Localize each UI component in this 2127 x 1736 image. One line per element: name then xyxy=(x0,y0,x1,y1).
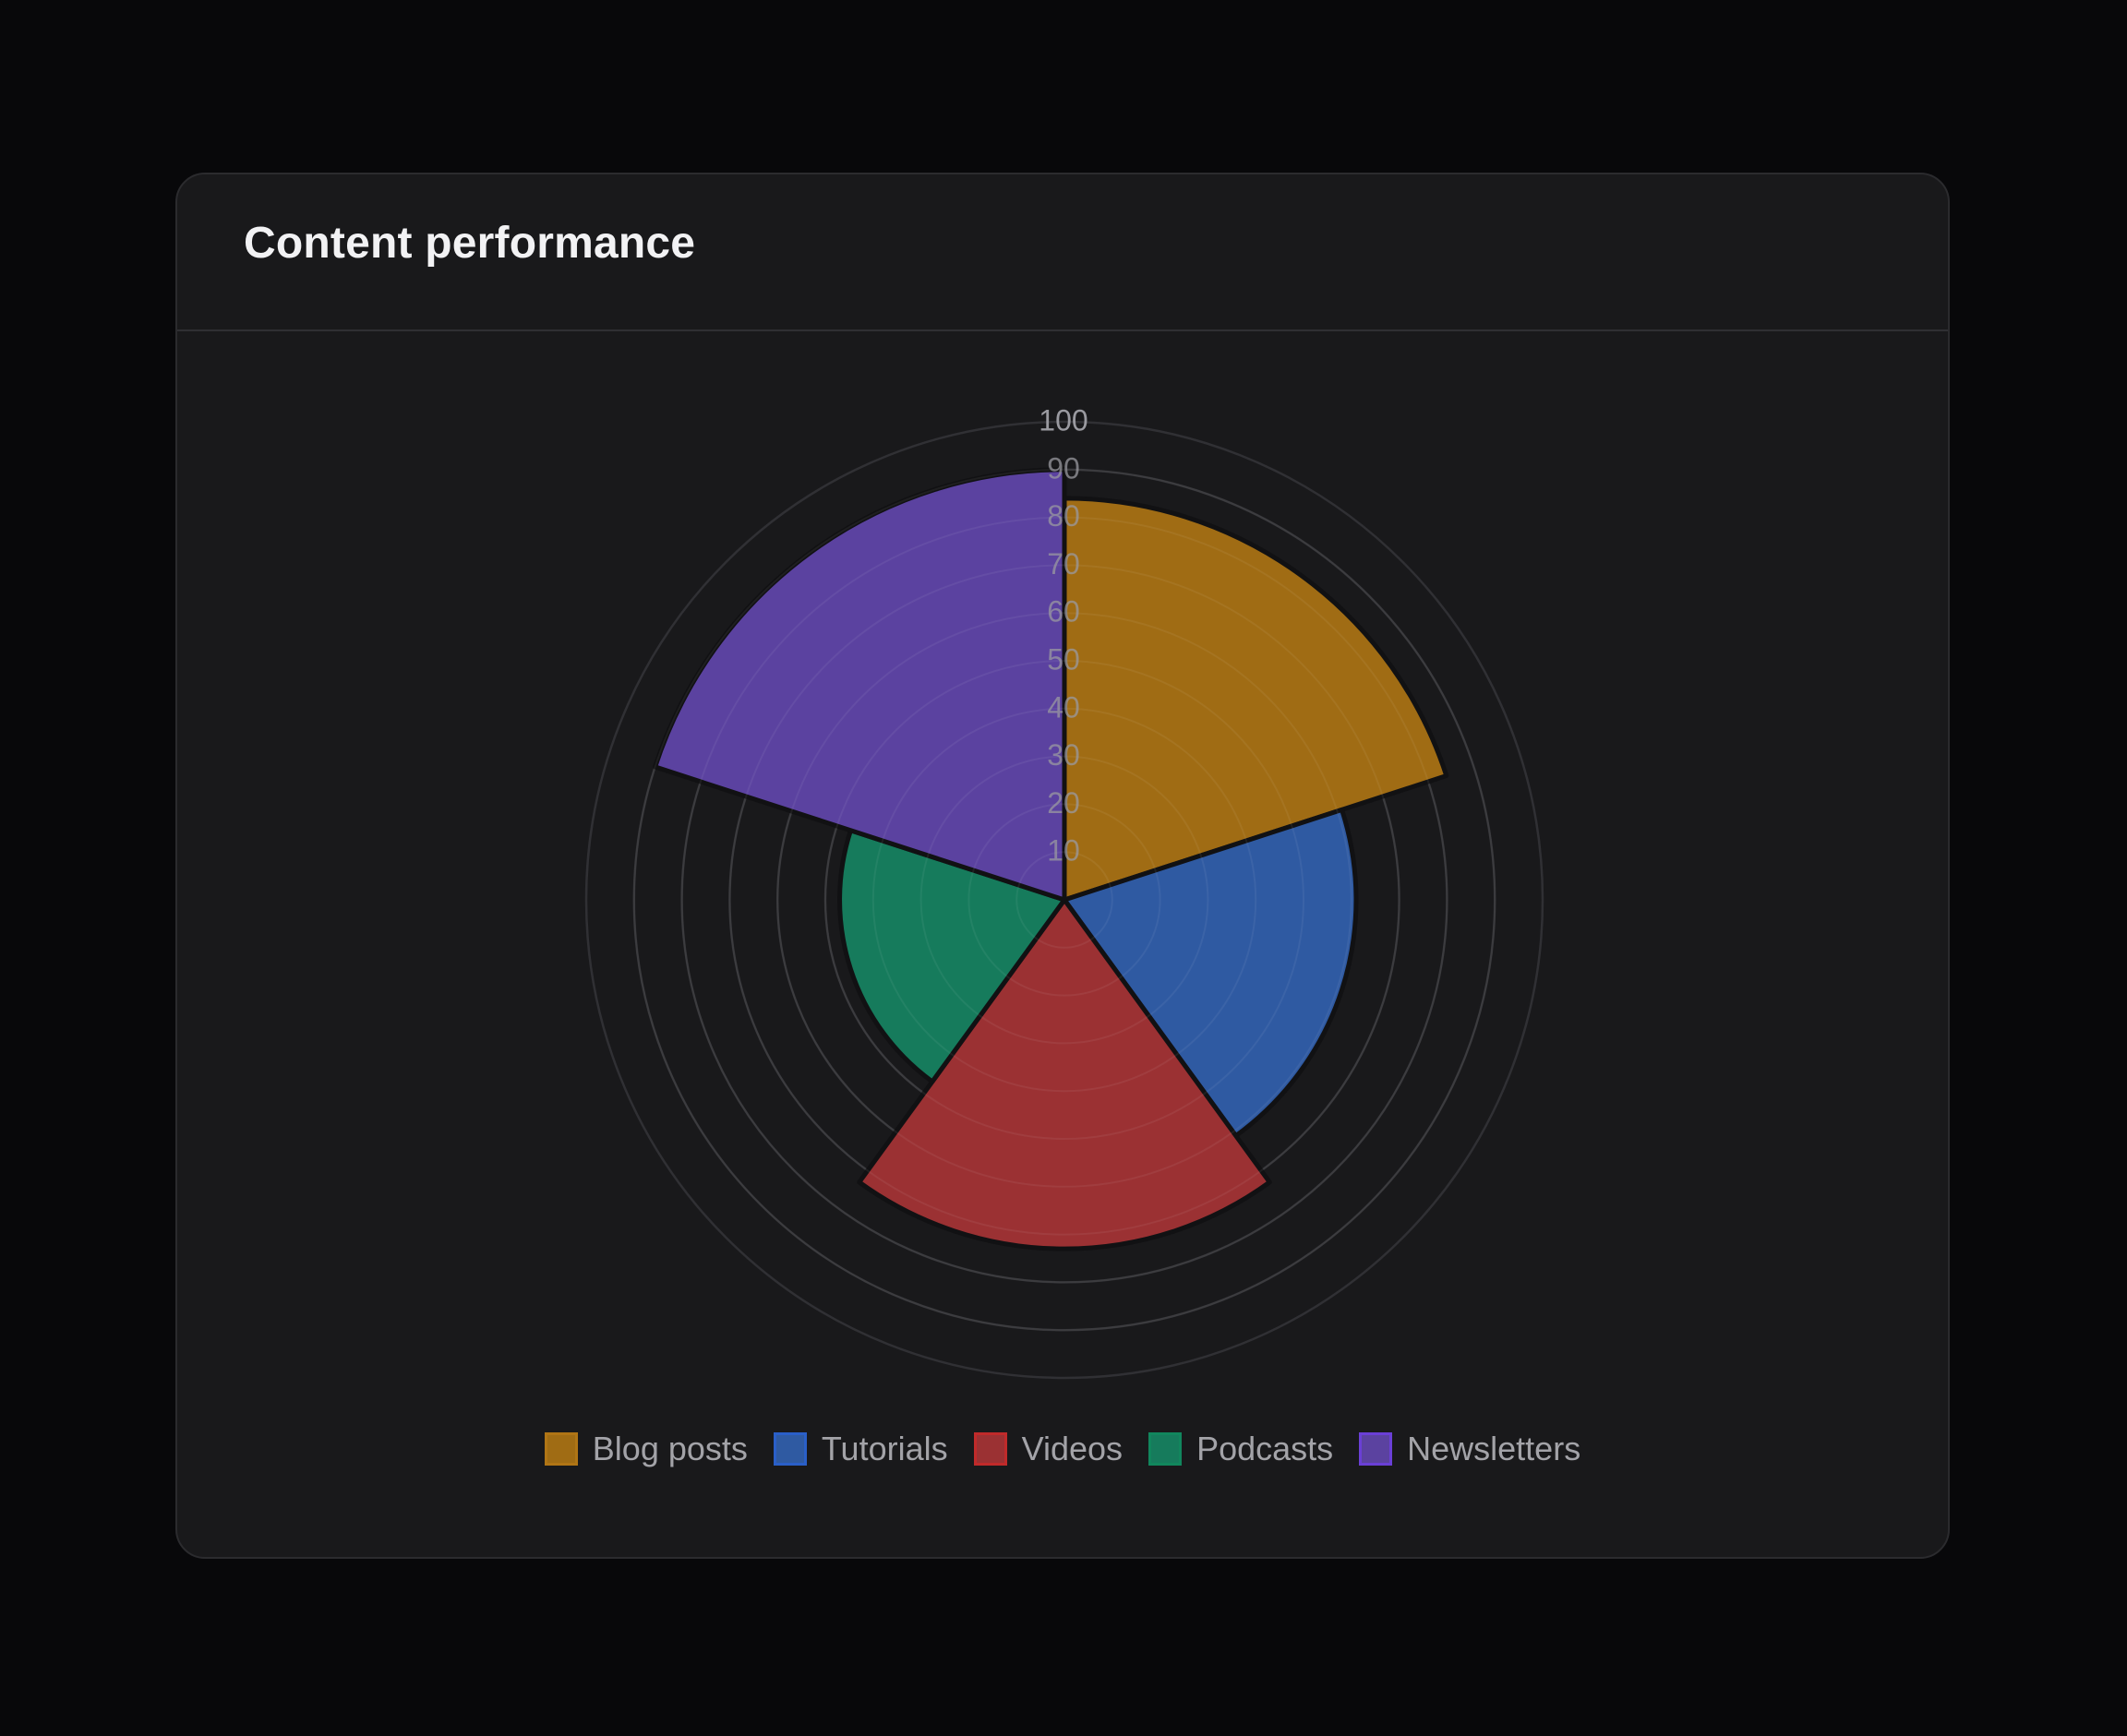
slices xyxy=(632,467,1496,1332)
grid-ring-overlay xyxy=(824,660,1304,1140)
tick-label: 10 xyxy=(1047,834,1080,868)
slice-podcasts[interactable] xyxy=(837,828,1067,1084)
card-title: Content performance xyxy=(244,218,696,268)
tick-label: 30 xyxy=(1047,738,1080,772)
grid-ring-overlay xyxy=(919,755,1209,1045)
slice-videos[interactable] xyxy=(857,897,1272,1251)
tick-label: 40 xyxy=(1047,690,1080,724)
legend-swatch xyxy=(1148,1432,1183,1466)
card-header: Content performance xyxy=(177,174,1948,331)
legend-swatch xyxy=(544,1432,578,1466)
tick-label: 80 xyxy=(1047,499,1080,533)
grid-ring-overlay xyxy=(1015,851,1113,949)
legend-item-blog-posts[interactable]: Blog posts xyxy=(544,1430,748,1468)
tick-label: 70 xyxy=(1047,547,1080,581)
grid-ring-overlay xyxy=(680,516,1448,1284)
legend-item-tutorials[interactable]: Tutorials xyxy=(773,1430,948,1468)
legend-label: Blog posts xyxy=(592,1430,748,1467)
grid-ring-overlay xyxy=(967,803,1161,997)
chart-card: Content performance 10 20 30 40 50 60 70 80 90 10… xyxy=(175,173,1950,1559)
polar-area-chart: 10 20 30 40 50 60 70 80 90 100 xyxy=(584,403,1544,1380)
slice-newsletters[interactable] xyxy=(653,467,1067,903)
legend-item-videos[interactable]: Videos xyxy=(973,1430,1124,1468)
slice-blog-posts[interactable] xyxy=(1062,496,1449,903)
grid-ring xyxy=(584,420,1544,1380)
tick-label: 50 xyxy=(1047,642,1080,676)
legend-label: Newsletters xyxy=(1407,1430,1581,1467)
grid-ring-overlay xyxy=(632,468,1496,1332)
legend-label: Tutorials xyxy=(821,1430,948,1467)
radial-ticks: 10 20 30 40 50 60 70 80 90 100 xyxy=(1039,403,1088,867)
tick-label: 90 xyxy=(1047,451,1080,485)
grid-ring-overlay xyxy=(871,707,1257,1093)
legend-item-podcasts[interactable]: Podcasts xyxy=(1148,1430,1333,1468)
legend-item-newsletters[interactable]: Newsletters xyxy=(1359,1430,1580,1468)
grid-ring-overlay xyxy=(728,564,1400,1236)
legend: Blog posts Tutorials Videos Podcasts Newslet… xyxy=(177,1430,1948,1468)
tick-label: 20 xyxy=(1047,786,1080,820)
slice-tutorials[interactable] xyxy=(1062,807,1359,1139)
legend-swatch xyxy=(773,1432,807,1466)
tick-label: 60 xyxy=(1047,595,1080,629)
tick-label: 100 xyxy=(1039,403,1088,437)
grid-ring-overlay xyxy=(776,612,1352,1188)
legend-swatch xyxy=(1359,1432,1393,1466)
legend-label: Videos xyxy=(1021,1430,1124,1467)
legend-label: Podcasts xyxy=(1196,1430,1334,1467)
legend-swatch xyxy=(973,1432,1007,1466)
